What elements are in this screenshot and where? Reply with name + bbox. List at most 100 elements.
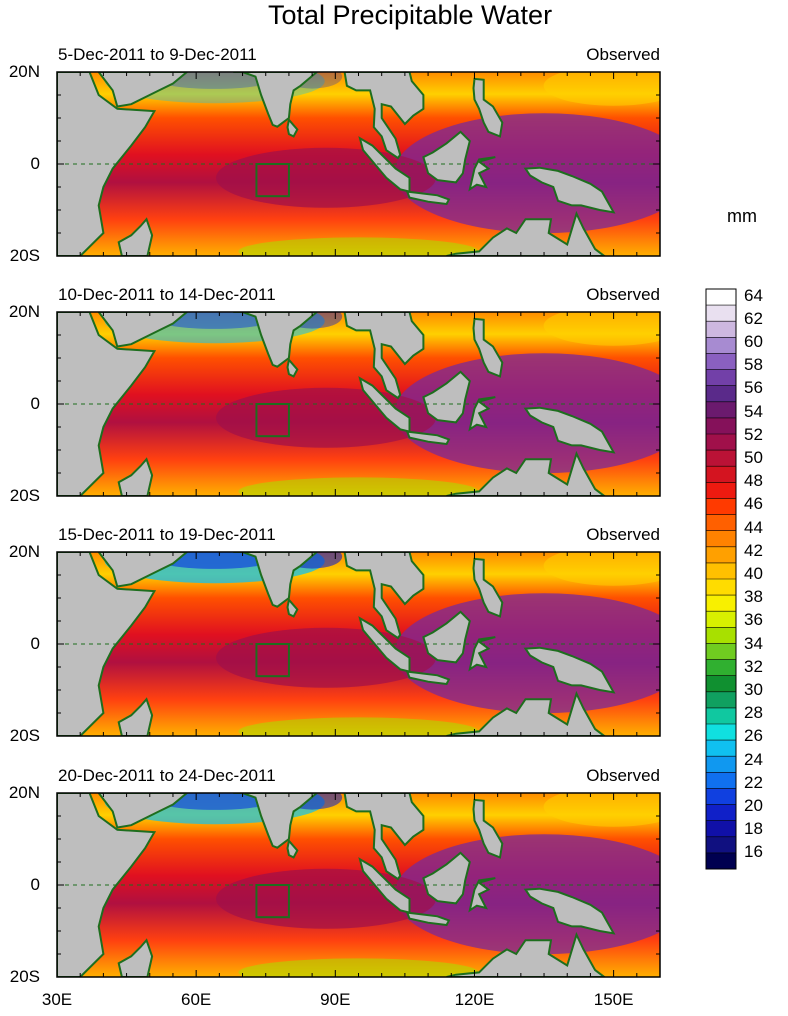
colorbar-swatch — [706, 289, 736, 306]
landmass — [233, 312, 319, 368]
x-tick-label: 30E — [41, 990, 73, 1009]
colorbar — [705, 288, 737, 870]
target-box — [255, 884, 290, 919]
colorbar-swatch — [706, 788, 736, 806]
landmass-arabia — [97, 793, 189, 829]
colorbar-label: 34 — [744, 633, 763, 653]
x-tick-label: 90E — [320, 990, 351, 1009]
colorbar-label: 42 — [744, 540, 763, 560]
colorbar-swatch — [706, 530, 736, 548]
landmass — [472, 77, 504, 138]
colorbar-swatch — [706, 321, 736, 338]
panel-observed-label: Observed — [586, 285, 660, 304]
colorbar-swatch — [706, 417, 736, 435]
colorbar-label: 48 — [744, 471, 763, 491]
colorbar-swatch — [706, 514, 736, 532]
landmass — [422, 370, 471, 424]
colorbar-swatch — [706, 305, 736, 322]
y-tick-label: 20S — [9, 486, 40, 505]
colorbar-swatch — [706, 611, 736, 628]
landmass — [117, 938, 154, 977]
colorbar-label: 62 — [744, 308, 763, 328]
colorbar-swatch — [706, 385, 736, 403]
colorbar-label: 26 — [744, 726, 763, 746]
colorbar-label: 36 — [744, 610, 763, 630]
colorbar-swatch — [706, 836, 736, 854]
y-tick-label: 0 — [30, 394, 40, 413]
dry-region-north-pacific — [543, 312, 660, 346]
y-tick-label: 0 — [30, 154, 40, 173]
target-box — [255, 643, 290, 678]
colorbar-swatch — [706, 482, 736, 499]
colorbar-label: 40 — [744, 564, 763, 583]
dry-core — [154, 552, 275, 569]
landmass — [446, 931, 606, 977]
dry-region-south — [238, 717, 479, 736]
y-tick-label: 20S — [9, 726, 40, 745]
landmass — [343, 552, 425, 640]
landmass — [472, 557, 504, 618]
y-tick-label: 0 — [30, 875, 40, 894]
y-tick-label: 20S — [9, 246, 40, 265]
y-tick-label: 20N — [8, 302, 40, 321]
dry-region-south — [238, 958, 479, 977]
dry-core — [154, 312, 275, 329]
panel-period-label: 10-Dec-2011 to 14-Dec-2011 — [58, 285, 276, 304]
colorbar-label: 52 — [744, 424, 763, 444]
colorbar-swatch — [706, 756, 736, 773]
colorbar-label: 46 — [744, 494, 763, 514]
landmass — [405, 911, 451, 927]
dry-region-north-pacific — [543, 552, 660, 586]
units-label: mm — [727, 206, 757, 226]
colorbar-label: 20 — [744, 796, 763, 815]
colorbar-label: 54 — [744, 401, 763, 421]
panel-observed-label: Observed — [586, 766, 660, 785]
dry-region-north-pacific — [543, 72, 660, 106]
dry-region-south — [238, 477, 479, 496]
landmass — [233, 793, 319, 849]
landmass — [286, 597, 299, 618]
panel-observed-label: Observed — [586, 525, 660, 544]
colorbar-label: 56 — [744, 378, 763, 398]
colorbar-swatch — [706, 434, 736, 451]
colorbar-swatch — [706, 675, 736, 693]
colorbar-label: 16 — [744, 842, 763, 862]
landmass-arabia — [97, 312, 189, 348]
landmass — [286, 838, 299, 859]
landmass-arabia — [97, 552, 189, 588]
colorbar-swatch — [706, 804, 736, 822]
colorbar-label: 18 — [744, 819, 763, 839]
landmass — [446, 450, 606, 496]
colorbar-swatch — [706, 691, 736, 709]
dry-core — [154, 793, 275, 810]
landmass — [523, 646, 616, 694]
target-box — [255, 163, 290, 198]
landmass — [422, 130, 471, 184]
colorbar-swatch — [706, 466, 736, 483]
landmass — [343, 72, 425, 160]
colorbar-swatch — [706, 724, 736, 741]
colorbar-label: 60 — [744, 332, 763, 351]
map-panel-4 — [57, 793, 660, 977]
colorbar-label: 30 — [744, 680, 763, 699]
colorbar-label: 28 — [744, 703, 763, 723]
landmass — [472, 798, 504, 859]
colorbar-label: 24 — [744, 749, 763, 769]
landmass — [446, 210, 606, 256]
landmass — [286, 117, 299, 138]
colorbar-swatch — [706, 498, 736, 516]
landmass — [422, 610, 471, 664]
landmass — [472, 317, 504, 378]
panel-period-label: 15-Dec-2011 to 19-Dec-2011 — [58, 525, 276, 544]
colorbar-swatch — [706, 627, 736, 644]
colorbar-swatch — [706, 707, 736, 725]
landmass — [233, 72, 319, 128]
x-tick-label: 60E — [181, 990, 212, 1009]
landmass — [343, 312, 425, 400]
dry-core — [154, 72, 275, 89]
landmass — [117, 457, 154, 496]
colorbar-label: 50 — [744, 448, 763, 467]
colorbar-swatch — [706, 369, 736, 387]
dry-region-south — [238, 237, 479, 256]
figure-title: Total Precipitable Water — [267, 0, 553, 30]
